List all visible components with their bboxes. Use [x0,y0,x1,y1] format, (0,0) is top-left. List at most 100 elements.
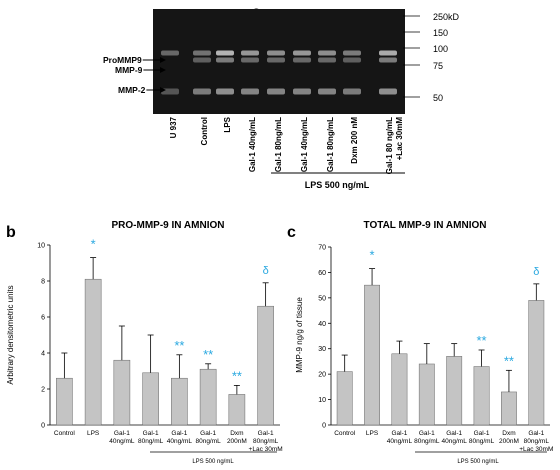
x-tick-label: 80ng/mL [414,438,440,445]
ladder-label: 100 [433,44,448,54]
band-arrow-head [160,87,166,93]
bar [257,305,274,426]
significance-mark: * [91,237,96,252]
panel-c-chart: c TOTAL MMP-9 IN AMNION MMP-9 ng/g of ti… [287,220,553,465]
bar [199,368,217,426]
gel-bands [161,50,397,95]
y-tick-label: 20 [318,372,326,379]
band-arrow-head [160,67,166,73]
band-label: ProMMP9 [103,55,142,65]
band-label: MMP-9 [115,65,143,75]
y-tick-label: 6 [41,315,45,322]
lane-labels: U 937 Control LPS Gal-1 40ng/mL Gal-1 80ng/m… [169,116,404,174]
x-tick-label: Dxm [230,430,243,437]
gel-image [153,9,405,114]
x-tick-label: 80ng/mL [195,438,221,445]
significance-mark: δ [533,266,539,278]
x-tick-label: Gal-1 [391,430,407,437]
bar [446,356,463,426]
x-tick-label: 40ng/mL [167,438,193,445]
significance-mark: ** [504,353,514,368]
gel-band [241,57,259,63]
panel-c-title: TOTAL MMP-9 IN AMNION [364,220,487,231]
x-tick-label: Gal-1 [200,430,216,437]
gel-band [318,88,336,95]
x-tick-label: 80ng/mL [524,438,550,445]
x-tick-label: 40ng/mL [442,438,468,445]
significance-mark: ** [203,347,213,362]
ladder-label: 50 [433,93,443,103]
gel-band [216,57,234,63]
band-arrow-head [160,57,166,63]
panel-b-chart: b PRO-MMP-9 IN AMNION Arbitrary densitom… [6,220,283,465]
bar [528,300,545,426]
y-tick-label: 60 [318,270,326,277]
x-tick-label: LPS [366,430,379,437]
x-tick-label: 200nM [227,438,247,445]
x-tick-label: 80ng/mL [138,438,164,445]
x-tick-label: +Lac 30mM [519,446,553,453]
x-tick-label: Control [54,430,76,437]
gel-band [193,88,211,95]
gel-band [343,57,361,63]
x-tick-label: Gal-1 [474,430,490,437]
significance-mark: * [370,248,375,263]
y-tick-label: 0 [41,423,45,430]
gel-band [379,57,397,63]
lane-label: LPS [223,116,232,132]
panel-c-lps-bracket-label: LPS 500 ng/mL [457,459,499,465]
gel-band [343,88,361,95]
y-tick-label: 10 [318,397,326,404]
x-tick-label: 40ng/mL [109,438,135,445]
y-tick-label: 4 [41,351,45,358]
x-tick-label: Control [334,430,356,437]
gel-band [379,88,397,95]
significance-mark: ** [232,368,242,383]
bar [418,363,435,426]
x-tick-label: Dxm [502,430,515,437]
x-tick-label: 200nM [499,438,519,445]
bar [391,353,408,426]
y-tick-label: 2 [41,387,45,394]
x-tick-label: 80ng/mL [469,438,495,445]
gel-band [193,50,211,56]
gel-band [267,88,285,95]
gel-band [343,50,361,56]
panel-c-y-axis-label: MMP-9 ng/g of tissue [295,297,304,373]
x-tick-label: LPS [87,430,100,437]
x-tick-label: Gal-1 [446,430,462,437]
gel-band [379,50,397,56]
panel-b-lps-bracket-label: LPS 500 ng/mL [192,459,234,465]
y-tick-label: 8 [41,279,45,286]
gel-band [161,50,179,56]
y-tick-label: 50 [318,295,326,302]
y-tick-label: 40 [318,321,326,328]
bar [56,377,73,426]
panel-b-title: PRO-MMP-9 IN AMNION [112,220,225,231]
lane-label: U 937 [169,116,178,138]
significance-mark: ** [174,338,184,353]
bar [84,278,102,426]
y-tick-label: 70 [318,245,326,252]
lane-label: Control [200,117,209,145]
significance-mark: δ [263,265,269,277]
gel-band [241,50,259,56]
bar [364,284,380,426]
y-tick-label: 0 [322,423,326,430]
x-tick-label: Gal-1 [419,430,435,437]
lane-label: Gal-1 80ng/mL [326,117,335,172]
lps-bracket-label: LPS 500 ng/mL [305,180,370,190]
x-tick-label: 80ng/mL [253,438,279,445]
lane-label: Gal-1 80ng/mL [274,117,283,172]
x-tick-label: Gal-1 [528,430,544,437]
gel-band [216,50,234,56]
bar [142,372,159,426]
bar [473,366,490,426]
panel-b-y-axis-label: Arbitrary densitometric units [6,285,15,384]
x-tick-label: Gal-1 [258,430,274,437]
lane-label: Gal-1 40ng/mL [248,117,257,172]
gel-band [318,50,336,56]
